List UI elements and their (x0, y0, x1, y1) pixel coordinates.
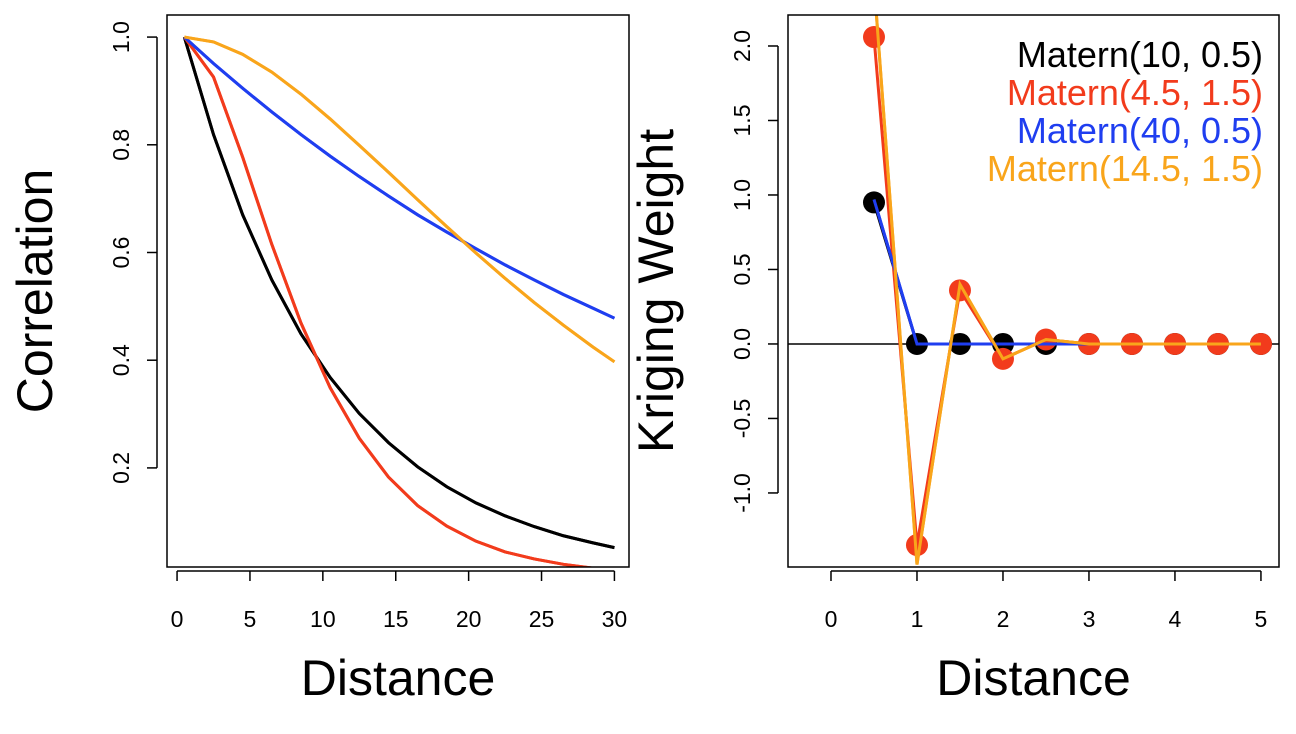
y-tick-label: 1.0 (729, 179, 755, 211)
legend-entry: Matern(4.5, 1.5) (1007, 72, 1263, 113)
legend-entry: Matern(14.5, 1.5) (987, 148, 1263, 189)
x-tick-label: 0 (825, 606, 838, 632)
x-tick-label: 15 (383, 606, 409, 632)
x-axis-label: Distance (301, 650, 496, 706)
y-tick-label: 0.8 (108, 129, 134, 161)
x-tick-label: 20 (456, 606, 482, 632)
series-line-overlay (183, 36, 599, 567)
series-line-overlay (182, 36, 615, 550)
y-tick-label: 0.2 (108, 452, 134, 484)
x-tick-label: 3 (1083, 606, 1096, 632)
y-axis-label: Correlation (7, 169, 63, 414)
y-tick-label: 0.5 (729, 253, 755, 285)
panel: 0 1 2 3 4 5 -1.0 -0.5 0.0 0.5 1.0 1.5 2.0 Distance Kri… (628, 14, 1280, 706)
plot-area (788, 15, 1279, 565)
plot-area (182, 35, 616, 567)
x-axis-label: Distance (936, 650, 1131, 706)
y-tick-label: 0.0 (729, 328, 755, 360)
y-tick-label: -0.5 (729, 399, 755, 439)
legend-entry: Matern(10, 0.5) (1017, 34, 1263, 75)
series-line (872, 201, 1261, 346)
y-tick-label: 1.5 (729, 104, 755, 136)
x-tick-label: 2 (997, 606, 1010, 632)
x-tick-label: 0 (171, 606, 184, 632)
plot-frame (787, 14, 1280, 568)
y-tick-label: 1.0 (108, 21, 134, 53)
y-tick-label: 2.0 (729, 30, 755, 62)
point (862, 26, 885, 49)
x-tick-label: 10 (310, 606, 336, 632)
y-axis-label: Kriging Weight (628, 129, 684, 453)
series-line-overlay (874, 15, 1261, 565)
x-tick-label: 5 (1255, 606, 1268, 632)
series-line (182, 36, 615, 550)
x-tick-label: 30 (602, 606, 628, 632)
x-tick-label: 5 (244, 606, 257, 632)
x-tick-label: 25 (529, 606, 555, 632)
series-line-overlay (183, 35, 616, 320)
x-tick-label: 1 (911, 606, 924, 632)
y-tick-label: -1.0 (729, 473, 755, 513)
series-line-overlay (872, 199, 1261, 346)
legend-entry: Matern(40, 0.5) (1017, 110, 1263, 151)
x-tick-label: 4 (1169, 606, 1182, 632)
panel: 0 5 10 15 20 25 30 0.2 0.4 0.6 0.8 1.0 Distance Corre… (7, 14, 630, 706)
y-tick-label: 0.6 (108, 237, 134, 269)
series-line-overlay (184, 35, 616, 364)
series-line (872, 199, 1261, 346)
plot-frame (166, 14, 630, 568)
y-tick-label: 0.4 (108, 344, 134, 376)
